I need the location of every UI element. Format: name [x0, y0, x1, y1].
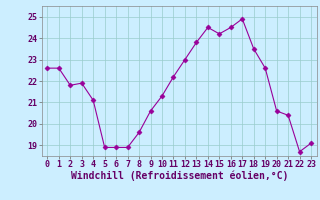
X-axis label: Windchill (Refroidissement éolien,°C): Windchill (Refroidissement éolien,°C) — [70, 171, 288, 181]
